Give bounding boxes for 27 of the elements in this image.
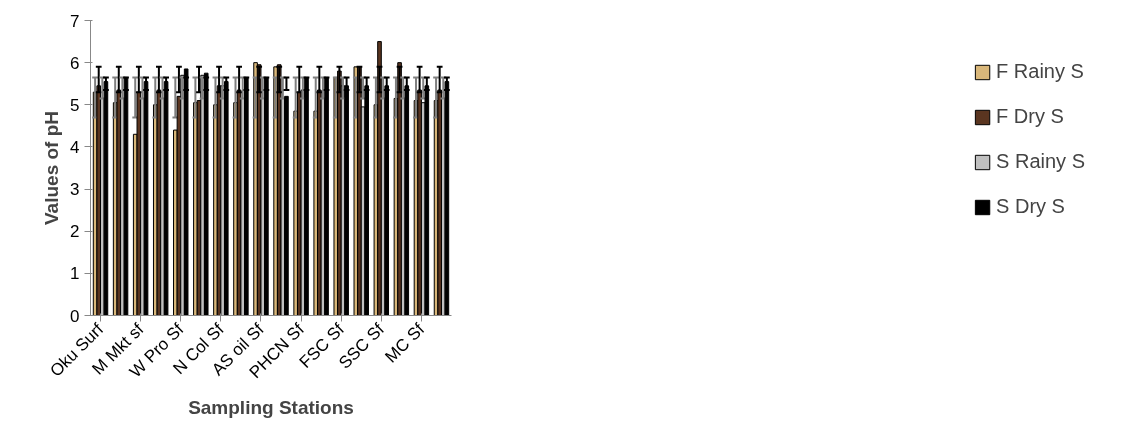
bar bbox=[284, 95, 289, 316]
y-tick-label: 1 bbox=[70, 264, 80, 284]
legend-label: F Dry S bbox=[996, 105, 1064, 128]
legend-label: S Dry S bbox=[996, 195, 1065, 218]
legend-label: S Rainy S bbox=[996, 150, 1085, 173]
y-tick-label: 0 bbox=[70, 306, 80, 326]
bar bbox=[103, 81, 109, 316]
bar bbox=[444, 81, 450, 316]
bar bbox=[223, 81, 229, 316]
bar bbox=[377, 41, 382, 316]
bar bbox=[183, 68, 189, 316]
y-tick-label: 4 bbox=[70, 137, 80, 157]
bar bbox=[324, 76, 329, 316]
y-tick-label: 5 bbox=[70, 95, 80, 115]
y-tick-label: 7 bbox=[70, 11, 80, 31]
y-tick-label: 2 bbox=[70, 222, 80, 242]
bar bbox=[143, 81, 149, 316]
bar bbox=[264, 76, 269, 316]
y-axis-title: Values of pH bbox=[41, 110, 63, 226]
bar bbox=[304, 76, 309, 316]
x-axis-title: Sampling Stations bbox=[188, 396, 354, 418]
bar bbox=[244, 76, 249, 316]
bar bbox=[203, 72, 209, 316]
y-tick-label: 3 bbox=[70, 180, 80, 200]
y-tick-label: 6 bbox=[70, 53, 80, 73]
bar bbox=[163, 81, 169, 316]
legend-label: F Rainy S bbox=[996, 60, 1084, 83]
